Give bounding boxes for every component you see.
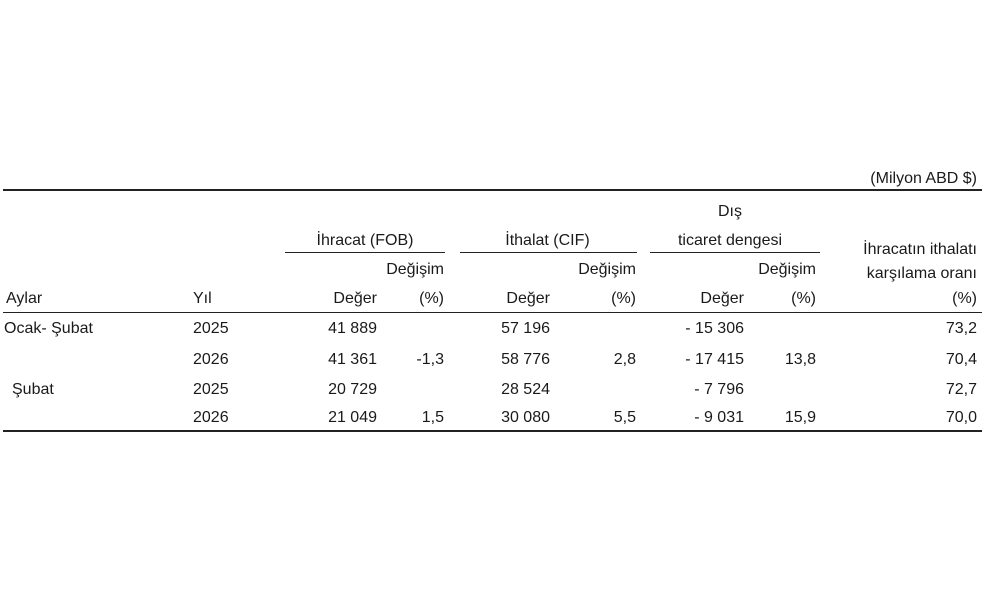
- row-period: Şubat: [12, 381, 54, 398]
- unit-note: (Milyon ABD $): [870, 170, 977, 187]
- header-aylar: Aylar: [6, 290, 43, 307]
- row-ithalat-value: 58 776: [501, 351, 550, 368]
- row-year: 2026: [193, 351, 229, 368]
- header-pct-dis: (%): [791, 290, 816, 307]
- row-ihracat-change: 1,5: [421, 409, 444, 426]
- row-oran: 70,4: [945, 351, 977, 368]
- header-degisim-ihracat: Değişim: [386, 261, 444, 278]
- ihracat-underline: [285, 252, 445, 253]
- row-ihracat-value: 21 049: [328, 409, 377, 426]
- row-ithalat-change: 5,5: [613, 409, 636, 426]
- table-bottom-rule: [3, 430, 982, 432]
- row-ihracat-change: -1,3: [416, 351, 444, 368]
- header-dis-line2: ticaret dengesi: [677, 232, 783, 249]
- row-period: Ocak- Şubat: [4, 320, 93, 337]
- header-pct-ihracat: (%): [419, 290, 444, 307]
- header-deger-ithalat: Değer: [506, 290, 550, 307]
- header-pct-ithalat: (%): [611, 290, 636, 307]
- header-deger-dis: Değer: [700, 290, 744, 307]
- row-oran: 72,7: [945, 381, 977, 398]
- row-dis-change: 15,9: [784, 409, 816, 426]
- row-dis-value: - 15 306: [685, 320, 744, 337]
- header-deger-ihracat: Değer: [333, 290, 377, 307]
- header-pct-oran: (%): [952, 290, 977, 307]
- header-dis-line1: Dış: [718, 203, 742, 220]
- row-dis-change: 13,8: [784, 351, 816, 368]
- header-bottom-rule: [3, 312, 982, 313]
- row-ithalat-value: 30 080: [501, 409, 550, 426]
- header-degisim-ithalat: Değişim: [578, 261, 636, 278]
- header-oran-line1: İhracatın ithalatı: [863, 241, 977, 258]
- row-ithalat-value: 57 196: [501, 320, 550, 337]
- row-ithalat-value: 28 524: [501, 381, 550, 398]
- row-dis-value: - 7 796: [694, 381, 744, 398]
- row-ihracat-value: 41 889: [328, 320, 377, 337]
- header-yil: Yıl: [193, 290, 212, 307]
- header-degisim-dis: Değişim: [758, 261, 816, 278]
- row-dis-value: - 9 031: [694, 409, 744, 426]
- row-ihracat-value: 20 729: [328, 381, 377, 398]
- row-ihracat-value: 41 361: [328, 351, 377, 368]
- row-oran: 70,0: [945, 409, 977, 426]
- row-year: 2026: [193, 409, 229, 426]
- row-oran: 73,2: [945, 320, 977, 337]
- row-year: 2025: [193, 320, 229, 337]
- row-dis-value: - 17 415: [685, 351, 744, 368]
- header-ithalat: İthalat (CIF): [505, 232, 590, 249]
- table-top-rule: [3, 189, 982, 191]
- row-ithalat-change: 2,8: [613, 351, 636, 368]
- ithalat-underline: [460, 252, 637, 253]
- header-oran-line2: karşılama oranı: [866, 265, 977, 282]
- dis-underline: [650, 252, 820, 253]
- row-year: 2025: [193, 381, 229, 398]
- header-ihracat: İhracat (FOB): [316, 232, 414, 249]
